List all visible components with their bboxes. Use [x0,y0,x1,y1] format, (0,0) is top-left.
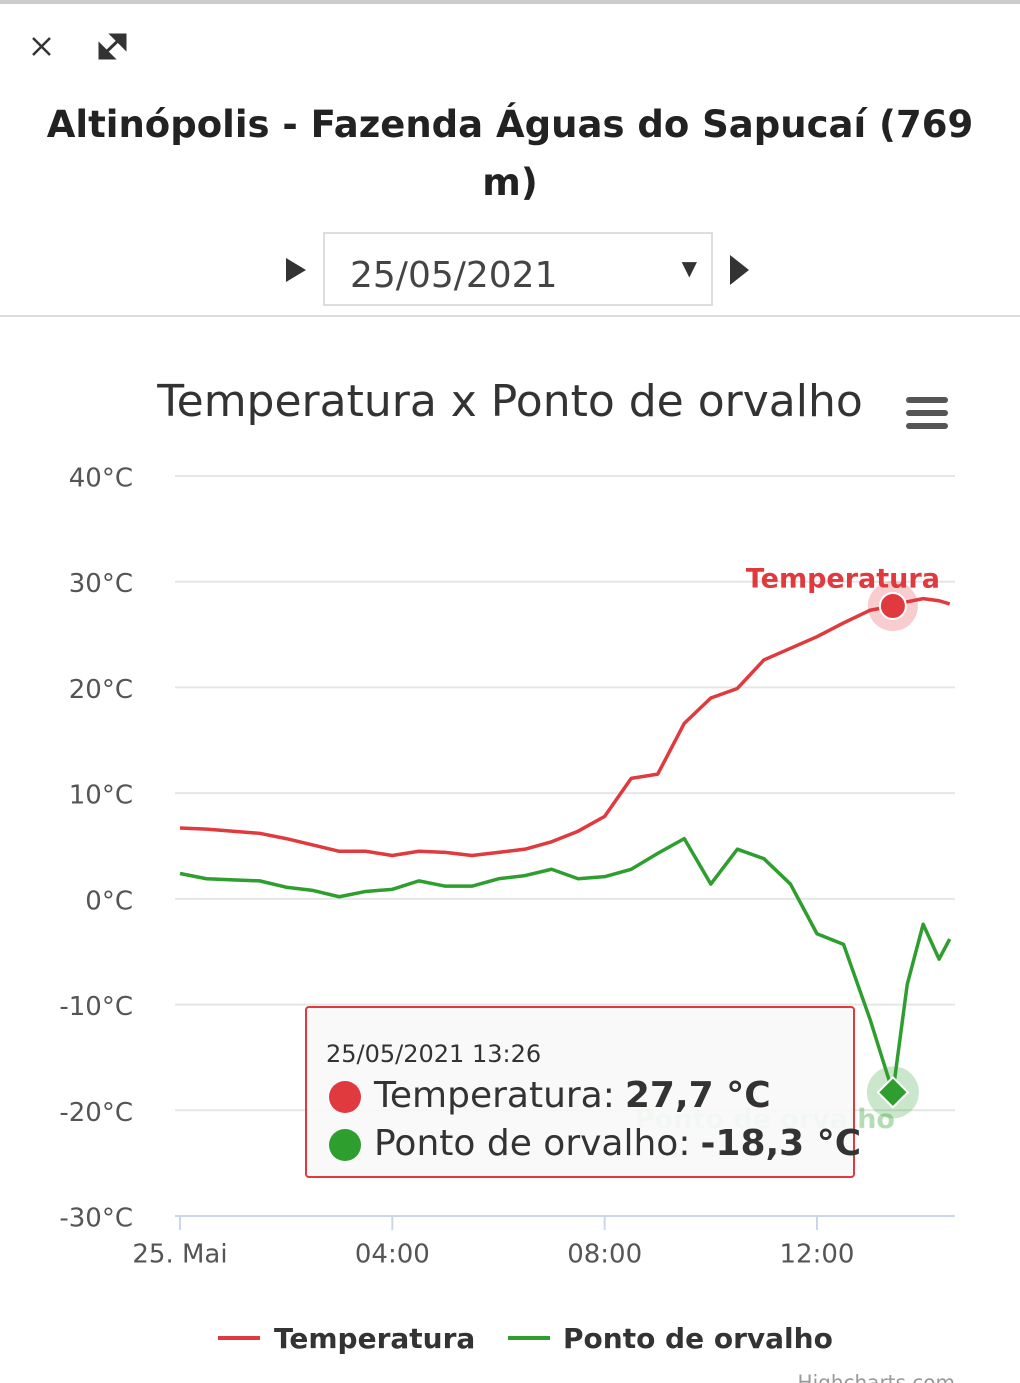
tooltip-name: Temperatura: [373,1075,615,1116]
y-tick-label: -20°C [59,1098,133,1128]
tooltip-title: 25/05/2021 13:26 [326,1040,541,1068]
tooltip-box [305,1006,855,1178]
data-label: Temperatura [746,564,940,595]
x-tick-label: 12:00 [780,1240,855,1270]
tooltip-value: 27,7 °C [625,1075,771,1116]
series-line [179,836,952,1095]
tooltip-value: -18,3 °C [700,1123,861,1164]
tooltip: 25/05/2021 13:26 Temperatura: 27,7 °C Ponto… [305,1006,861,1178]
y-tick-label: 0°C [85,886,133,916]
date-select[interactable]: 25/05/2021 ▼ [323,232,713,306]
legend-item[interactable]: Temperatura [218,1322,475,1355]
y-tick-label: 10°C [69,781,133,811]
tooltip-dot [329,1081,361,1113]
tooltip-name: Ponto de orvalho: [374,1123,690,1164]
x-tick-label: 08:00 [567,1240,642,1270]
expand-button[interactable] [98,33,127,60]
legend-item[interactable]: Ponto de orvalho [508,1322,833,1355]
x-tick-label: 04:00 [355,1240,430,1270]
tooltip-row: Ponto de orvalho: -18,3 °C [374,1123,861,1164]
menu-button[interactable] [906,397,948,429]
prev-date-button[interactable] [286,258,306,282]
y-tick-label: 20°C [69,675,133,705]
chart-title: Temperatura x Ponto de orvalho [156,376,863,427]
dropdown-arrow: ▼ [681,256,697,280]
x-tick-label: 25. Mai [132,1240,227,1270]
tooltip-dot [329,1129,361,1161]
station-title: Altinópolis - Fazenda Águas do Sapucaí (… [46,103,974,204]
legend-label: Temperatura [274,1322,475,1355]
tooltip-row: Temperatura: 27,7 °C [373,1075,771,1116]
series-line [179,596,951,858]
y-tick-label: -30°C [59,1204,133,1234]
date-value: 25/05/2021 [350,255,558,296]
legend-label: Ponto de orvalho [563,1322,833,1355]
hover-marker [878,592,907,621]
y-tick-label: -10°C [59,992,133,1022]
close-button[interactable] [32,37,51,56]
y-tick-label: 40°C [69,464,133,494]
next-date-button[interactable] [730,255,749,285]
y-tick-label: 30°C [69,569,133,599]
credits: Highcharts.com [798,1371,955,1383]
hover-marker [876,1075,910,1109]
